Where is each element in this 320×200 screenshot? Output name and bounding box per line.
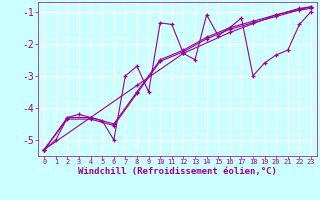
X-axis label: Windchill (Refroidissement éolien,°C): Windchill (Refroidissement éolien,°C) — [78, 167, 277, 176]
